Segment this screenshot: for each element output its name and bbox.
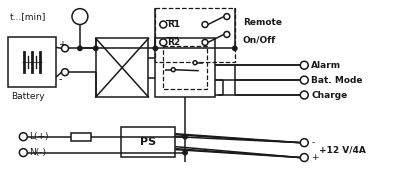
Text: +12 V/4A: +12 V/4A (319, 145, 366, 154)
Polygon shape (121, 127, 175, 157)
Circle shape (300, 91, 308, 99)
Polygon shape (96, 38, 149, 97)
Text: Remote: Remote (243, 18, 282, 27)
Text: Alarm: Alarm (311, 61, 341, 70)
Circle shape (62, 69, 69, 76)
Circle shape (19, 149, 27, 157)
Text: Bat. Mode: Bat. Mode (311, 76, 363, 85)
Polygon shape (155, 38, 215, 97)
Circle shape (300, 76, 308, 84)
Circle shape (19, 133, 27, 141)
Text: R1: R1 (167, 20, 180, 29)
Text: +: + (311, 153, 319, 162)
Circle shape (300, 61, 308, 69)
Circle shape (300, 154, 308, 162)
Circle shape (160, 39, 167, 46)
Circle shape (300, 139, 308, 147)
Circle shape (233, 46, 237, 51)
Circle shape (183, 150, 187, 155)
Polygon shape (163, 46, 207, 89)
Circle shape (153, 46, 157, 51)
Circle shape (72, 9, 88, 24)
Text: L(+): L(+) (29, 132, 49, 141)
Circle shape (78, 46, 82, 51)
Circle shape (202, 39, 208, 45)
Polygon shape (9, 37, 56, 87)
Text: Charge: Charge (311, 91, 348, 100)
Circle shape (183, 134, 187, 139)
Text: PS: PS (140, 137, 156, 147)
Circle shape (160, 21, 167, 28)
Text: -: - (58, 74, 62, 84)
Circle shape (224, 14, 230, 19)
Text: R2: R2 (167, 38, 180, 47)
Circle shape (202, 22, 208, 28)
Text: Battery: Battery (11, 92, 45, 101)
Circle shape (193, 61, 197, 65)
Circle shape (62, 45, 69, 52)
Text: On/Off: On/Off (243, 36, 276, 45)
Text: +: + (58, 40, 66, 50)
Text: -: - (311, 138, 315, 147)
Circle shape (171, 68, 175, 72)
Polygon shape (71, 133, 91, 141)
Text: N(-): N(-) (29, 148, 46, 157)
Circle shape (224, 32, 230, 37)
Text: t...[min]: t...[min] (9, 12, 46, 21)
Circle shape (93, 46, 98, 51)
